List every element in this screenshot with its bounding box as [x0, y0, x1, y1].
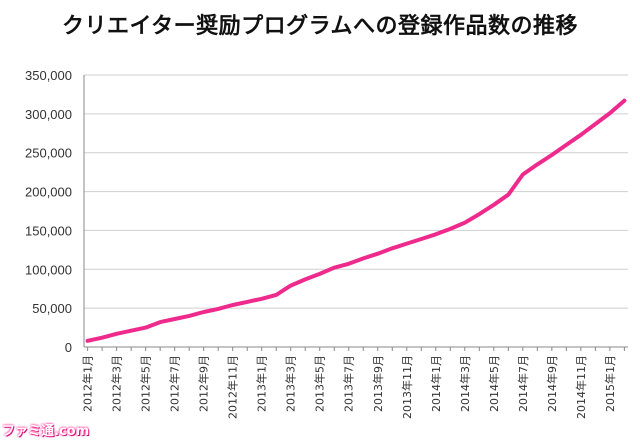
- x-tick-label: 2015年1月: [603, 355, 617, 412]
- x-tick-label: 2012年7月: [168, 355, 182, 412]
- x-tick-label: 2012年1月: [81, 355, 95, 412]
- x-tick-label: 2014年5月: [487, 355, 501, 412]
- x-tick-label: 2013年11月: [400, 355, 414, 419]
- x-tick-label: 2012年3月: [110, 355, 124, 412]
- x-tick-label: 2014年1月: [429, 355, 443, 412]
- y-tick-label: 300,000: [25, 107, 72, 122]
- x-tick-label: 2014年9月: [545, 355, 559, 412]
- y-tick-label: 50,000: [32, 301, 72, 316]
- watermark-logo: ファミ通.com: [2, 424, 90, 439]
- x-tick-label: 2014年11月: [574, 355, 588, 419]
- x-tick-label: 2012年11月: [226, 355, 240, 419]
- y-tick-label: 350,000: [25, 68, 72, 83]
- x-tick-label: 2013年5月: [313, 355, 327, 412]
- x-tick-label: 2013年3月: [284, 355, 298, 412]
- y-tick-label: 100,000: [25, 262, 72, 277]
- x-tick-label: 2014年3月: [458, 355, 472, 412]
- series-line: [85, 98, 627, 343]
- y-tick-label: 250,000: [25, 146, 72, 161]
- x-axis-ticks: 2012年1月 2012年3月 2012年5月 2012年7月 2012年9月 2012年…: [81, 347, 625, 419]
- x-tick-label: 2013年7月: [342, 355, 356, 412]
- y-axis-ticks: 0 50,000 100,000 150,000 200,000 250,000 300,0…: [25, 68, 72, 355]
- x-tick-label: 2013年1月: [255, 355, 269, 412]
- gridlines: [84, 74, 628, 309]
- x-tick-label: 2014年7月: [516, 355, 530, 412]
- chart-title: クリエイター奨励プログラムへの登録作品数の推移: [62, 14, 578, 39]
- x-tick-label: 2012年5月: [139, 355, 153, 412]
- x-tick-label: 2013年9月: [371, 355, 385, 412]
- y-tick-label: 0: [65, 340, 72, 355]
- series-layer: [85, 98, 627, 343]
- y-tick-label: 200,000: [25, 185, 72, 200]
- x-tick-label: 2012年9月: [197, 355, 211, 412]
- y-tick-label: 150,000: [25, 223, 72, 238]
- axes: [83, 75, 628, 348]
